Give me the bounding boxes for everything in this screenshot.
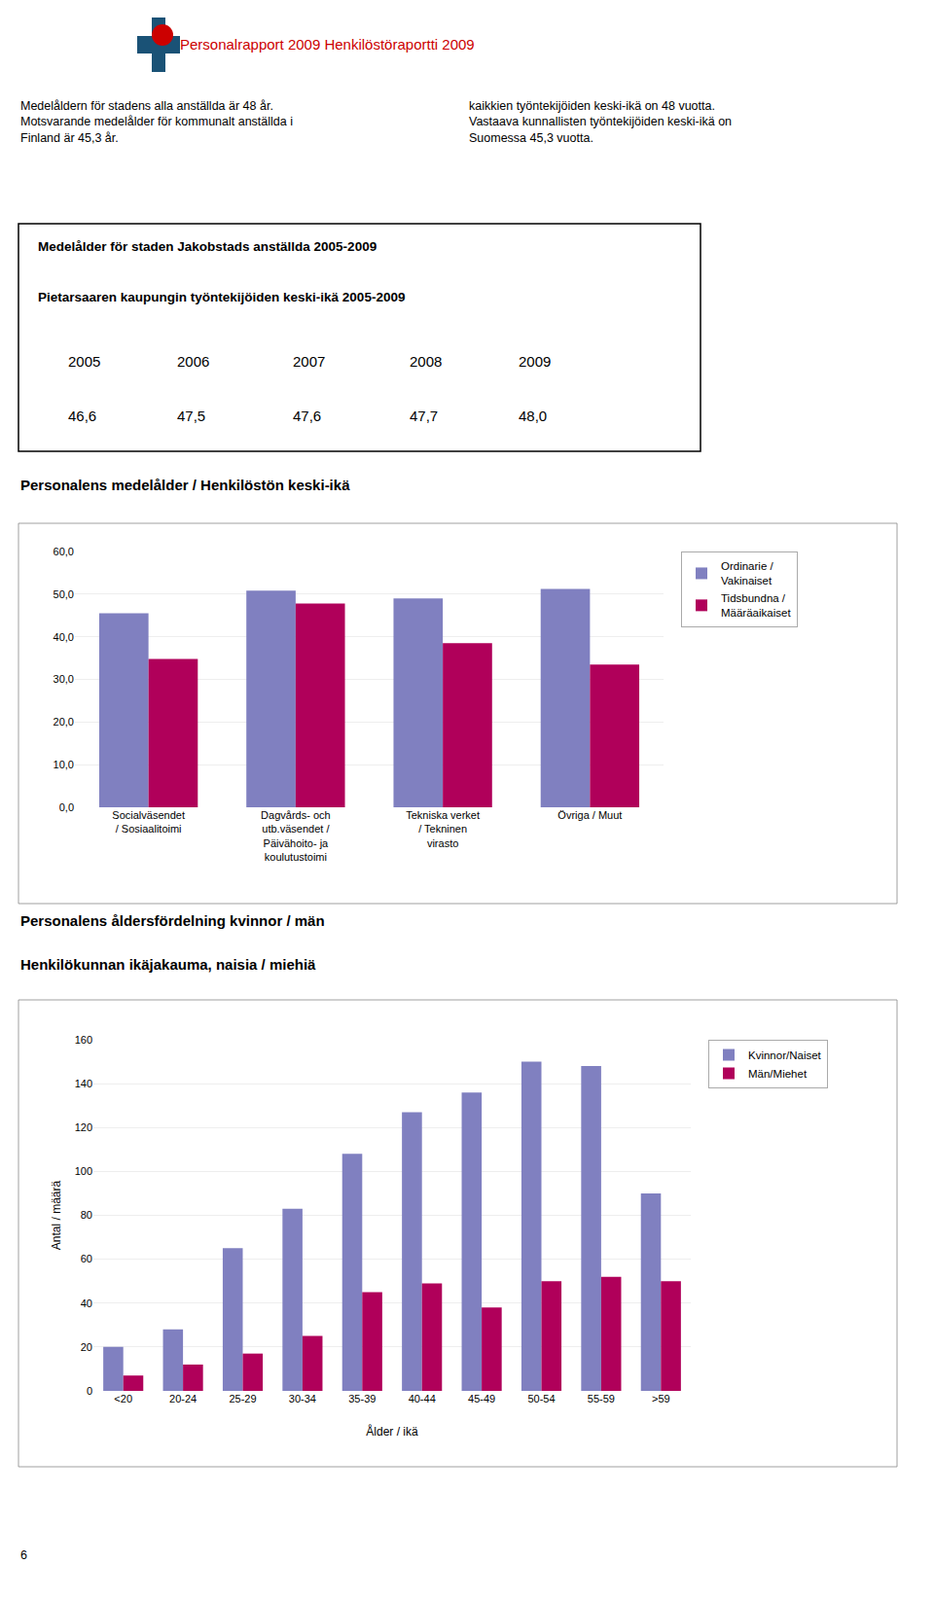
svg-text:60,0: 60,0 (53, 545, 74, 558)
svg-text:Antal / määrä: Antal / määrä (49, 1180, 64, 1251)
svg-text:160: 160 (74, 1034, 93, 1046)
svg-text:47,6: 47,6 (292, 407, 322, 425)
svg-text:Tekniska verket/ Tekninenviras: Tekniska verket/ Tekninenvirasto (405, 809, 480, 850)
svg-text:55-59: 55-59 (587, 1393, 615, 1405)
svg-text:20,0: 20,0 (53, 716, 74, 728)
svg-text:10,0: 10,0 (53, 758, 74, 771)
svg-text:20: 20 (80, 1341, 93, 1354)
svg-text:50-54: 50-54 (527, 1393, 555, 1405)
svg-text:2008: 2008 (409, 353, 442, 370)
svg-text:Övriga / Muut: Övriga / Muut (557, 809, 622, 822)
svg-text:80: 80 (80, 1209, 93, 1222)
svg-text:Dagvårds- ochutb.väsendet /Päi: Dagvårds- ochutb.väsendet /Päivähoito- j… (260, 809, 331, 863)
svg-text:45-49: 45-49 (467, 1393, 496, 1405)
svg-text:Personalrapport 2009 Henkilöst: Personalrapport 2009 Henkilöstöraportti … (179, 35, 475, 53)
svg-text:46,6: 46,6 (68, 407, 97, 425)
svg-text:<20: <20 (113, 1393, 133, 1405)
svg-text:120: 120 (74, 1121, 93, 1134)
svg-text:40: 40 (80, 1297, 93, 1310)
svg-text:Personalens medelålder / Henki: Personalens medelålder / Henkilöstön kes… (20, 476, 351, 494)
svg-text:60: 60 (80, 1253, 93, 1265)
svg-text:20-24: 20-24 (169, 1393, 197, 1405)
svg-text:2009: 2009 (518, 353, 551, 370)
svg-text:Ordinarie /Vakinaiset: Ordinarie /Vakinaiset (720, 560, 774, 587)
svg-text:Kvinnor/Naiset: Kvinnor/Naiset (748, 1049, 823, 1062)
svg-text:Ålder / ikä: Ålder / ikä (365, 1424, 419, 1439)
svg-text:30-34: 30-34 (288, 1393, 317, 1405)
svg-text:6: 6 (20, 1548, 28, 1563)
svg-text:48,0: 48,0 (518, 407, 547, 425)
svg-text:Tidsbundna /Määräaikaiset: Tidsbundna /Määräaikaiset (720, 592, 791, 619)
svg-text:35-39: 35-39 (348, 1393, 376, 1405)
svg-text:50,0: 50,0 (53, 588, 74, 601)
svg-text:>59: >59 (651, 1393, 671, 1405)
svg-text:kaikkien työntekijöiden keski-: kaikkien työntekijöiden keski-ikä on 48 … (468, 99, 732, 145)
svg-text:30,0: 30,0 (53, 673, 74, 685)
svg-text:0,0: 0,0 (59, 801, 74, 814)
svg-text:0: 0 (86, 1385, 93, 1398)
svg-text:2005: 2005 (68, 353, 101, 370)
svg-text:25-29: 25-29 (228, 1393, 256, 1405)
svg-text:Socialväsendet/ Sosiaalitoimi: Socialväsendet/ Sosiaalitoimi (111, 809, 185, 835)
svg-text:Personalens åldersfördelning k: Personalens åldersfördelning kvinnor / m… (20, 912, 325, 930)
svg-text:Män/Miehet: Män/Miehet (748, 1068, 808, 1080)
svg-text:140: 140 (74, 1077, 93, 1090)
svg-text:2006: 2006 (177, 353, 210, 370)
svg-text:100: 100 (74, 1165, 93, 1178)
svg-text:Medelålder för staden Jakobsta: Medelålder för staden Jakobstads anställ… (37, 239, 377, 254)
svg-text:Henkilökunnan ikäjakauma, nais: Henkilökunnan ikäjakauma, naisia / miehi… (20, 956, 317, 973)
svg-text:40,0: 40,0 (53, 631, 74, 644)
svg-text:Medelåldern för stadens alla a: Medelåldern för stadens alla anställda ä… (20, 99, 293, 145)
svg-text:2007: 2007 (292, 353, 325, 370)
svg-text:Pietarsaaren kaupungin työntek: Pietarsaaren kaupungin työntekijöiden ke… (37, 289, 405, 305)
svg-text:47,7: 47,7 (409, 407, 438, 425)
svg-text:47,5: 47,5 (177, 407, 206, 425)
svg-text:40-44: 40-44 (408, 1393, 436, 1405)
